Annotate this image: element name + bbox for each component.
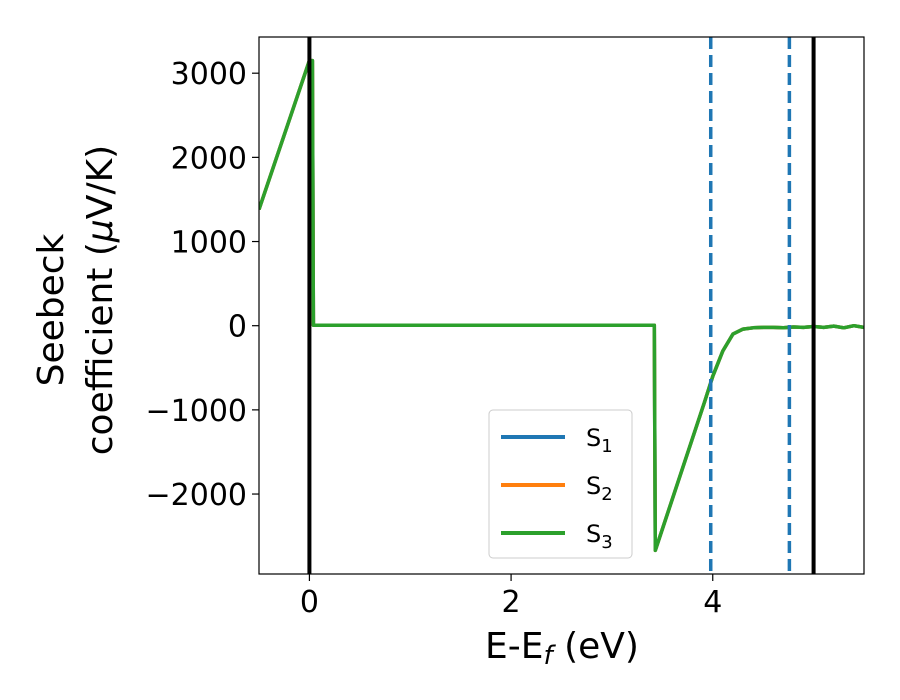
axis-ticks: 0 2 4 3000 2000 1000 0 −1000 −2000 bbox=[146, 57, 723, 620]
legend: S1 S2 S3 bbox=[488, 409, 633, 559]
legend-label-2: S2 bbox=[586, 472, 613, 505]
y-axis-label: Seebeck coefficient (μV/K) bbox=[31, 145, 121, 455]
y-axis-label-line1: Seebeck bbox=[31, 233, 72, 386]
y-axis-label-line2: coefficient (μV/K) bbox=[80, 145, 121, 455]
x-tick-label: 0 bbox=[300, 585, 319, 620]
x-axis-label: E-Ef (eV) bbox=[485, 626, 639, 671]
axes-frame bbox=[258, 36, 865, 575]
y-tick-label: 0 bbox=[228, 310, 247, 345]
plot-area bbox=[259, 37, 864, 574]
y-tick-label: −2000 bbox=[146, 478, 247, 513]
y-tick-label: 3000 bbox=[171, 57, 247, 92]
y-tick-label: 2000 bbox=[171, 141, 247, 176]
legend-label-3: S3 bbox=[586, 520, 613, 553]
series-line-3 bbox=[259, 58, 864, 553]
x-tick-label: 4 bbox=[703, 585, 722, 620]
legend-label-1: S1 bbox=[586, 424, 613, 457]
y-tick-label: −1000 bbox=[146, 394, 247, 429]
y-tick-label: 1000 bbox=[171, 226, 247, 261]
x-tick-label: 2 bbox=[502, 585, 521, 620]
